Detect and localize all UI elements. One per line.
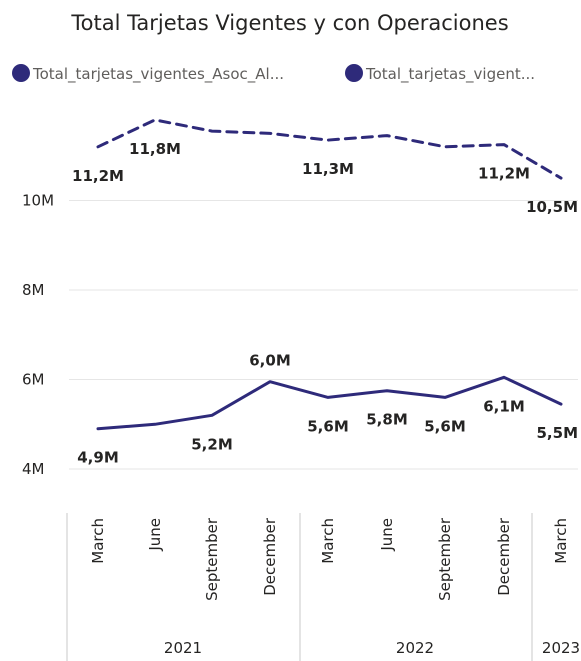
series-lines (96, 118, 563, 431)
y-tick-label: 4M (22, 460, 45, 478)
data-label: 5,8M (366, 411, 408, 429)
data-label: 5,5M (537, 424, 579, 442)
data-label: 5,6M (424, 417, 466, 435)
data-label: 6,0M (249, 352, 291, 370)
x-group-label: 2023 (542, 639, 580, 657)
x-tick-label: March (319, 518, 337, 564)
series-line-2[interactable] (96, 375, 563, 431)
x-tick-label: September (203, 517, 221, 601)
legend-label-series-1[interactable]: Total_tarjetas_vigentes_Asoc_Al... (32, 65, 284, 84)
y-tick-label: 8M (22, 281, 45, 299)
data-label: 10,5M (526, 198, 578, 216)
data-label: 5,2M (191, 435, 233, 453)
x-tick-label: June (146, 518, 164, 552)
legend-marker-series-2 (345, 64, 363, 82)
data-label: 4,9M (77, 449, 119, 467)
data-label: 5,6M (307, 417, 349, 435)
x-tick-label: December (261, 517, 279, 596)
chart-title: Total Tarjetas Vigentes y con Operacione… (70, 11, 508, 35)
x-group-label: 2022 (396, 639, 434, 657)
legend: Total_tarjetas_vigentes_Asoc_Al... Total… (12, 64, 535, 84)
data-label: 11,2M (72, 167, 124, 185)
x-tick-label: December (495, 517, 513, 596)
data-label: 6,1M (483, 397, 525, 415)
x-tick-label: June (378, 518, 396, 552)
data-label: 11,2M (478, 165, 530, 183)
data-label: 11,8M (129, 140, 181, 158)
series-line-1[interactable] (96, 118, 563, 180)
legend-marker-series-1 (12, 64, 30, 82)
x-tick-label: March (89, 518, 107, 564)
x-tick-label: September (436, 517, 454, 601)
y-tick-label: 10M (22, 192, 54, 210)
x-axis: March June September December March June Septe… (66, 513, 580, 661)
x-tick-label: March (552, 518, 570, 564)
x-group-label: 2021 (164, 639, 202, 657)
legend-label-series-2[interactable]: Total_tarjetas_vigent... (365, 65, 535, 84)
y-tick-label: 6M (22, 371, 45, 389)
y-axis: 4M 6M 8M 10M (22, 192, 54, 479)
data-label: 11,3M (302, 160, 354, 178)
data-labels: 11,2M 11,8M 11,3M 11,2M 10,5M 4,9M 5,2M 6,0M 5,6… (72, 140, 578, 467)
